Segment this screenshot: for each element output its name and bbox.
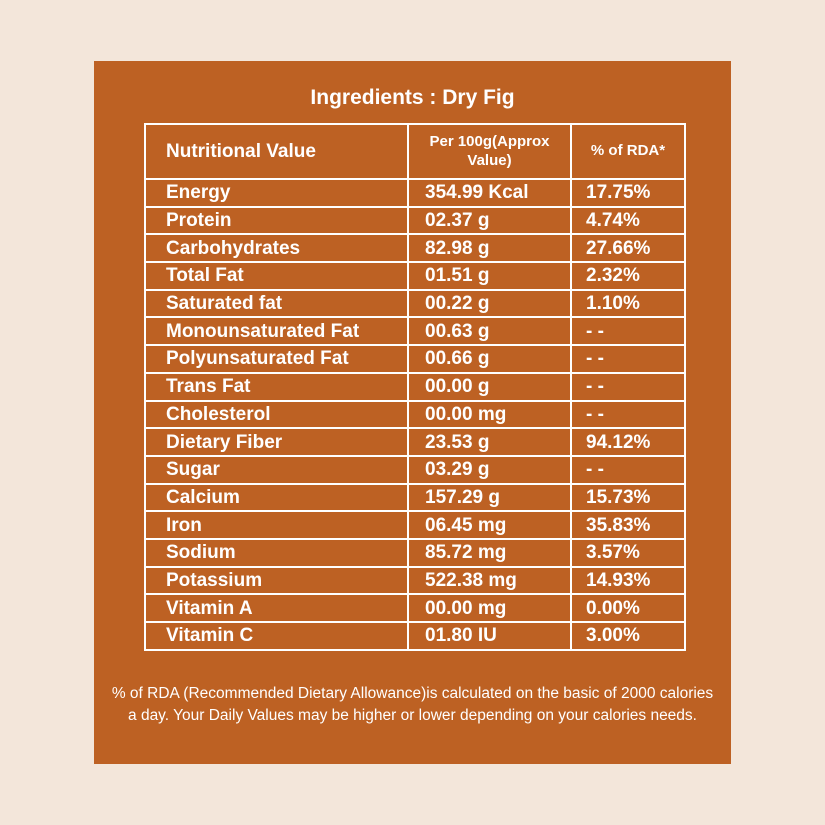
nutrient-name: Trans Fat bbox=[144, 371, 409, 402]
table-body: Energy 354.99 Kcal 17.75% Protein 02.37 g 4.7… bbox=[144, 178, 686, 651]
nutrient-rda: 27.66% bbox=[570, 233, 686, 264]
table-row: Cholesterol 00.00 mg - - bbox=[144, 399, 686, 430]
nutrition-table: Nutritional Value Per 100g(Approx Value)… bbox=[144, 123, 686, 651]
table-row: Vitamin A 00.00 mg 0.00% bbox=[144, 593, 686, 623]
table-row: Carbohydrates 82.98 g 27.66% bbox=[144, 233, 686, 264]
table-row: Vitamin C 01.80 IU 3.00% bbox=[144, 621, 686, 651]
nutrient-rda: 4.74% bbox=[570, 205, 686, 236]
nutrient-rda: - - bbox=[570, 316, 686, 347]
nutrient-amount: 23.53 g bbox=[407, 427, 572, 457]
nutrient-name: Sodium bbox=[144, 537, 409, 568]
table-row: Total Fat 01.51 g 2.32% bbox=[144, 261, 686, 291]
nutrient-name: Protein bbox=[144, 205, 409, 236]
nutrient-name: Total Fat bbox=[144, 261, 409, 291]
table-row: Trans Fat 00.00 g- - bbox=[144, 371, 686, 402]
table-row: Energy 354.99 Kcal 17.75% bbox=[144, 178, 686, 208]
table-row: Protein 02.37 g 4.74% bbox=[144, 205, 686, 236]
nutrient-rda: - - bbox=[570, 371, 686, 402]
nutrient-rda: 2.32% bbox=[570, 261, 686, 291]
nutrient-rda: 3.57% bbox=[570, 537, 686, 568]
nutrient-amount: 00.22 g bbox=[407, 288, 572, 319]
nutrient-name: Monounsaturated Fat bbox=[144, 316, 409, 347]
nutrient-amount: 02.37 g bbox=[407, 205, 572, 236]
nutrient-amount: 00.00 g bbox=[407, 371, 572, 402]
table-row: Saturated fat 00.22 g 1.10% bbox=[144, 288, 686, 319]
nutrient-amount: 00.00 mg bbox=[407, 593, 572, 623]
nutrient-amount: 01.51 g bbox=[407, 261, 572, 291]
nutrient-rda: 17.75% bbox=[570, 178, 686, 208]
nutrient-rda: 94.12% bbox=[570, 427, 686, 457]
nutrition-panel: Ingredients : Dry Fig Nutritional Value … bbox=[94, 61, 731, 764]
nutrient-rda: - - bbox=[570, 344, 686, 374]
nutrient-name: Potassium bbox=[144, 565, 409, 596]
nutrient-rda: 1.10% bbox=[570, 288, 686, 319]
nutrient-name: Carbohydrates bbox=[144, 233, 409, 264]
table-row: Sugar 03.29 g- - bbox=[144, 454, 686, 485]
nutrient-name: Dietary Fiber bbox=[144, 427, 409, 457]
nutrient-rda: - - bbox=[570, 454, 686, 485]
table-row: Iron 06.45 mg 35.83% bbox=[144, 510, 686, 540]
panel-title: Ingredients : Dry Fig bbox=[310, 86, 515, 109]
nutrient-rda: 15.73% bbox=[570, 482, 686, 513]
nutrient-name: Iron bbox=[144, 510, 409, 540]
nutrient-name: Energy bbox=[144, 178, 409, 208]
table-row: Sodium 85.72 mg 3.57% bbox=[144, 537, 686, 568]
table-row: Polyunsaturated Fat 00.66 g- - bbox=[144, 344, 686, 374]
nutrient-name: Saturated fat bbox=[144, 288, 409, 319]
table-row: Potassium 522.38 mg 14.93% bbox=[144, 565, 686, 596]
table-row: Calcium 157.29 g 15.73% bbox=[144, 482, 686, 513]
nutrient-amount: 00.00 mg bbox=[407, 399, 572, 430]
nutrient-amount: 354.99 Kcal bbox=[407, 178, 572, 208]
header-per-100g: Per 100g(Approx Value) bbox=[407, 123, 572, 180]
nutrient-amount: 157.29 g bbox=[407, 482, 572, 513]
nutrient-amount: 82.98 g bbox=[407, 233, 572, 264]
nutrient-name: Vitamin C bbox=[144, 621, 409, 651]
nutrient-amount: 00.66 g bbox=[407, 344, 572, 374]
nutrient-rda: 35.83% bbox=[570, 510, 686, 540]
nutrient-name: Calcium bbox=[144, 482, 409, 513]
nutrient-amount: 03.29 g bbox=[407, 454, 572, 485]
nutrient-rda: 14.93% bbox=[570, 565, 686, 596]
nutrient-amount: 522.38 mg bbox=[407, 565, 572, 596]
rda-footnote: % of RDA (Recommended Dietary Allowance)… bbox=[111, 685, 714, 725]
nutrient-amount: 85.72 mg bbox=[407, 537, 572, 568]
header-nutritional-value: Nutritional Value bbox=[144, 123, 409, 180]
header-rda: % of RDA* bbox=[570, 123, 686, 180]
nutrient-rda: - - bbox=[570, 399, 686, 430]
nutrient-rda: 3.00% bbox=[570, 621, 686, 651]
nutrient-name: Sugar bbox=[144, 454, 409, 485]
table-row: Monounsaturated Fat 00.63 g- - bbox=[144, 316, 686, 347]
nutrient-name: Polyunsaturated Fat bbox=[144, 344, 409, 374]
nutrient-amount: 06.45 mg bbox=[407, 510, 572, 540]
table-row: Dietary Fiber 23.53 g 94.12% bbox=[144, 427, 686, 457]
nutrient-name: Vitamin A bbox=[144, 593, 409, 623]
table-header-row: Nutritional Value Per 100g(Approx Value)… bbox=[144, 123, 686, 180]
nutrient-rda: 0.00% bbox=[570, 593, 686, 623]
nutrient-amount: 01.80 IU bbox=[407, 621, 572, 651]
nutrient-amount: 00.63 g bbox=[407, 316, 572, 347]
nutrient-name: Cholesterol bbox=[144, 399, 409, 430]
